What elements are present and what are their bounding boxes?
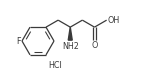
Text: OH: OH bbox=[107, 16, 119, 25]
Text: HCl: HCl bbox=[48, 61, 62, 70]
Polygon shape bbox=[68, 27, 72, 40]
Text: F: F bbox=[16, 37, 21, 46]
Text: O: O bbox=[91, 41, 98, 50]
Text: NH2: NH2 bbox=[62, 42, 79, 51]
